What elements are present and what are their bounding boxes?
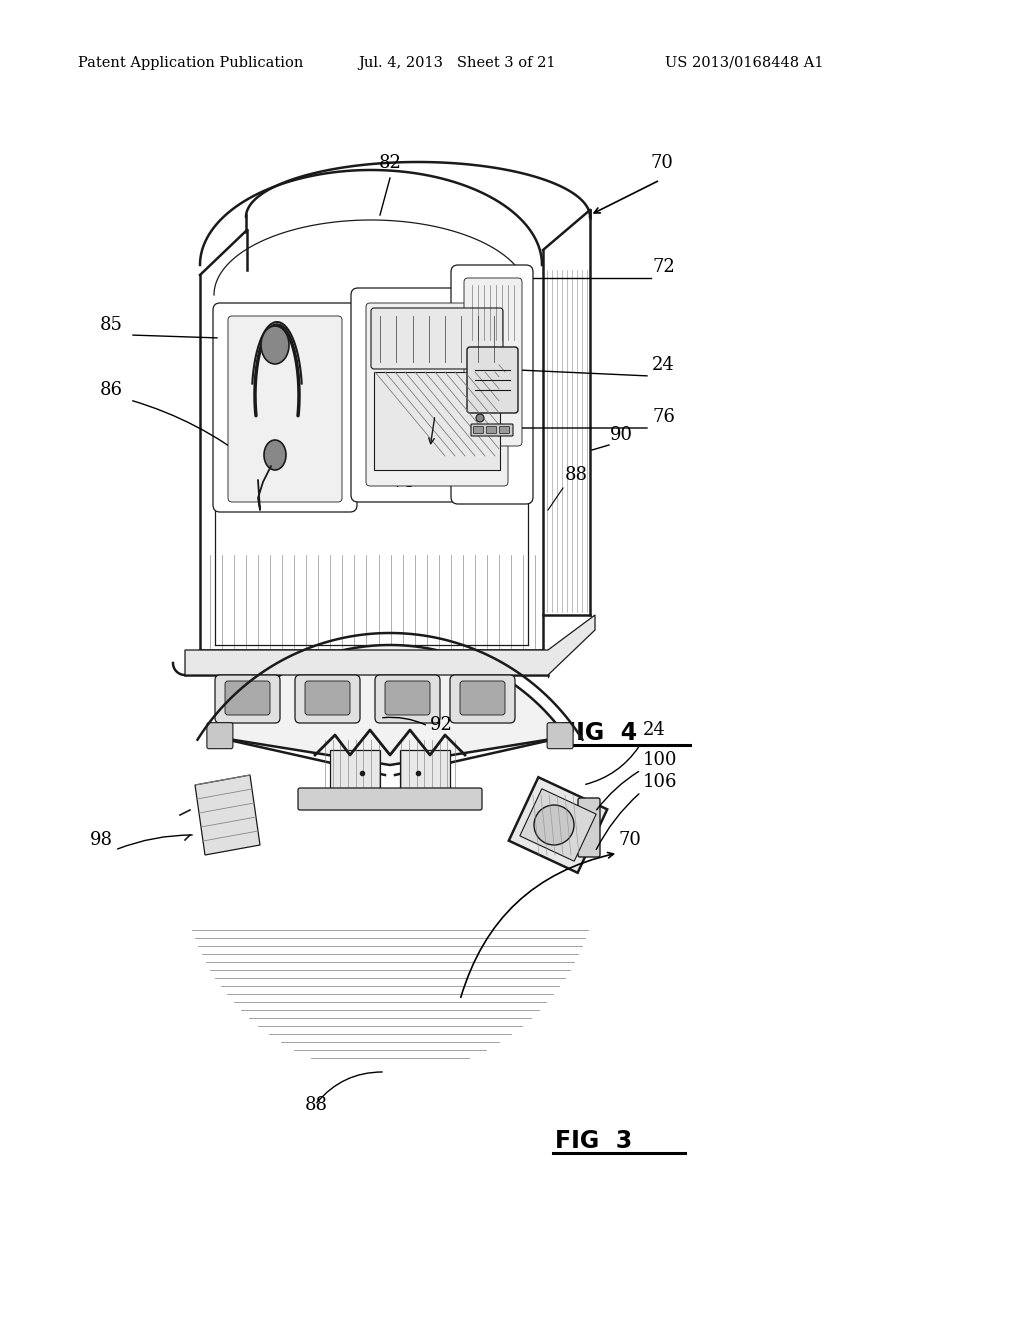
Text: FIG  3: FIG 3 (555, 1129, 632, 1152)
Polygon shape (400, 750, 450, 795)
Text: 88: 88 (305, 1096, 328, 1114)
Polygon shape (509, 777, 607, 873)
FancyBboxPatch shape (486, 426, 497, 433)
FancyBboxPatch shape (500, 426, 510, 433)
Ellipse shape (261, 326, 289, 364)
Polygon shape (185, 615, 595, 675)
FancyBboxPatch shape (366, 304, 508, 486)
FancyBboxPatch shape (473, 426, 483, 433)
Text: 80: 80 (372, 404, 395, 422)
FancyBboxPatch shape (578, 799, 600, 857)
Text: 92: 92 (430, 715, 453, 734)
Circle shape (534, 805, 574, 845)
Text: 78: 78 (393, 473, 416, 491)
Text: 85: 85 (100, 315, 123, 334)
Ellipse shape (264, 440, 286, 470)
Text: US 2013/0168448 A1: US 2013/0168448 A1 (665, 55, 823, 70)
Text: 70: 70 (618, 832, 641, 849)
Text: 86: 86 (100, 381, 123, 399)
FancyBboxPatch shape (207, 722, 232, 748)
Text: 82: 82 (379, 154, 401, 172)
FancyBboxPatch shape (450, 675, 515, 723)
Text: Jul. 4, 2013   Sheet 3 of 21: Jul. 4, 2013 Sheet 3 of 21 (358, 55, 555, 70)
FancyBboxPatch shape (385, 681, 430, 715)
Polygon shape (214, 645, 566, 766)
Text: 106: 106 (643, 774, 678, 791)
Text: 76: 76 (652, 408, 675, 426)
FancyBboxPatch shape (371, 308, 503, 370)
FancyBboxPatch shape (547, 722, 573, 748)
Text: 72: 72 (652, 257, 675, 276)
FancyBboxPatch shape (464, 279, 522, 446)
FancyBboxPatch shape (225, 681, 270, 715)
Text: 88: 88 (565, 466, 588, 484)
FancyBboxPatch shape (215, 675, 280, 723)
FancyBboxPatch shape (467, 347, 518, 413)
Text: 24: 24 (652, 356, 675, 374)
FancyBboxPatch shape (228, 315, 342, 502)
Text: 90: 90 (610, 426, 633, 444)
FancyBboxPatch shape (375, 675, 440, 723)
FancyBboxPatch shape (213, 304, 357, 512)
Text: 100: 100 (643, 751, 678, 770)
FancyBboxPatch shape (451, 265, 534, 504)
Polygon shape (374, 372, 500, 470)
Polygon shape (330, 750, 380, 795)
FancyBboxPatch shape (295, 675, 360, 723)
FancyBboxPatch shape (351, 288, 523, 502)
Polygon shape (195, 775, 260, 855)
Polygon shape (520, 789, 596, 861)
Text: Patent Application Publication: Patent Application Publication (78, 55, 303, 70)
Circle shape (476, 414, 484, 422)
Text: 98: 98 (90, 832, 113, 849)
FancyBboxPatch shape (460, 681, 505, 715)
Text: 70: 70 (650, 154, 673, 172)
FancyBboxPatch shape (471, 424, 513, 436)
Text: FIG  4: FIG 4 (560, 721, 637, 744)
Text: 24: 24 (643, 721, 666, 739)
FancyBboxPatch shape (305, 681, 350, 715)
FancyBboxPatch shape (298, 788, 482, 810)
